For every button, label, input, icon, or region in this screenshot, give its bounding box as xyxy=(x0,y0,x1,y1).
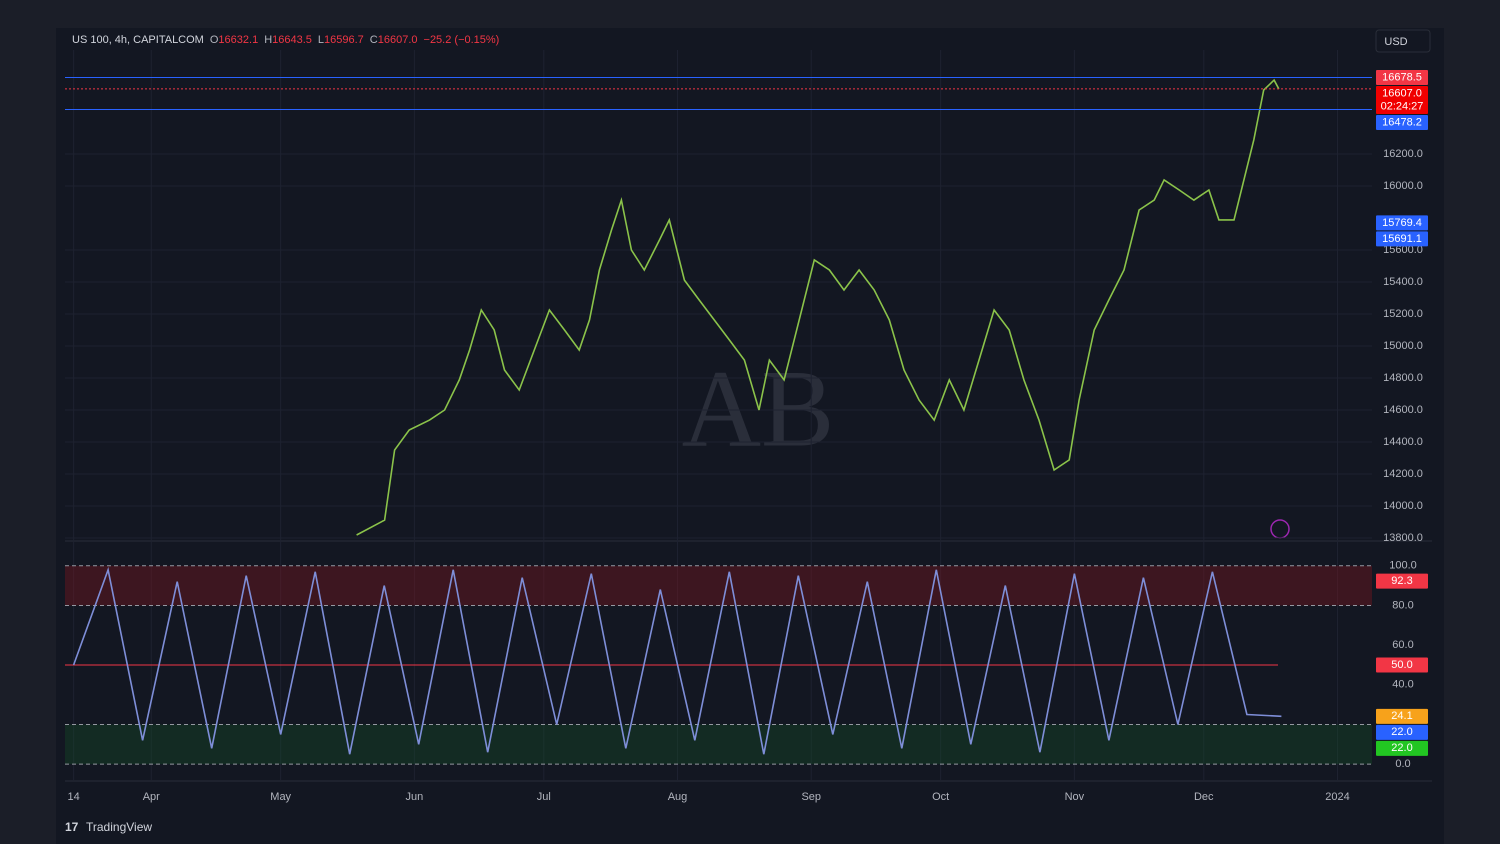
y-tick-label: 13800.0 xyxy=(1383,532,1423,544)
change: −25.2 (−0.15%) xyxy=(424,34,500,46)
y-tick-label: 14600.0 xyxy=(1383,404,1423,416)
series-line xyxy=(72,566,1282,755)
ohlc-label: L xyxy=(318,34,324,46)
y-tick-label: 14400.0 xyxy=(1383,436,1423,448)
y-tick-label: 16200.0 xyxy=(1383,148,1423,160)
price-label: 15769.4 xyxy=(1382,217,1422,229)
x-tick-label: 14 xyxy=(68,791,80,803)
ohlc-value: 16607.0 xyxy=(378,34,418,46)
y-tick-label: 15000.0 xyxy=(1383,340,1423,352)
price-label-box xyxy=(1376,114,1428,130)
zone-band xyxy=(65,724,1372,765)
branding-logo: 17 xyxy=(65,820,79,834)
price-label: 16478.2 xyxy=(1382,116,1422,128)
y-tick-label: 15600.0 xyxy=(1383,244,1423,256)
price-label-box xyxy=(1376,215,1428,231)
zone-band xyxy=(65,565,1372,606)
ohlc-value: 16643.5 xyxy=(272,34,312,46)
chart-background xyxy=(56,28,1444,844)
y-tick-label: 60.0 xyxy=(1392,639,1413,651)
y-tick-label: 14800.0 xyxy=(1383,372,1423,384)
y-tick-label: 100.0 xyxy=(1389,560,1417,572)
ohlc-label: O xyxy=(210,34,219,46)
price-label-box xyxy=(1376,708,1428,724)
x-tick-label: Sep xyxy=(801,791,821,803)
x-tick-label: Jun xyxy=(406,791,424,803)
y-tick-label: 14000.0 xyxy=(1383,500,1423,512)
price-label: 92.3 xyxy=(1391,575,1412,587)
currency-box[interactable] xyxy=(1375,29,1431,53)
ohlc-label: C xyxy=(370,34,378,46)
price-label-box xyxy=(1376,740,1428,756)
y-tick-label: 14200.0 xyxy=(1383,468,1423,480)
price-label: 15691.1 xyxy=(1382,233,1422,245)
price-label: 16607.0 xyxy=(1382,87,1422,99)
ohlc-value: 16632.1 xyxy=(218,34,258,46)
y-tick-label: 0.0 xyxy=(1395,758,1410,770)
x-tick-label: May xyxy=(270,791,291,803)
symbol: US 100, 4h, CAPITALCOM xyxy=(72,34,204,46)
header: US 100, 4h, CAPITALCOM O16632.1 H16643.5 L1… xyxy=(72,34,499,46)
y-tick-label: 15400.0 xyxy=(1383,276,1423,288)
x-tick-label: Nov xyxy=(1065,791,1085,803)
price-label-box xyxy=(1376,69,1428,85)
countdown: 02:24:27 xyxy=(1381,100,1424,112)
ohlc-label: H xyxy=(264,34,272,46)
x-tick-label: Dec xyxy=(1194,791,1214,803)
price-label: 16678.5 xyxy=(1382,71,1422,83)
price-label: 24.1 xyxy=(1391,710,1412,722)
x-tick-label: 2024 xyxy=(1325,791,1349,803)
x-tick-label: Apr xyxy=(143,791,160,803)
branding: TradingView xyxy=(86,820,152,834)
price-label-box xyxy=(1376,724,1428,740)
ohlc-value: 16596.7 xyxy=(324,34,364,46)
x-tick-label: Oct xyxy=(932,791,949,803)
price-label-box xyxy=(1376,573,1428,589)
price-label-box xyxy=(1376,231,1428,247)
price-label-box xyxy=(1376,85,1428,114)
currency: USD xyxy=(1384,36,1407,48)
x-tick-label: Aug xyxy=(668,791,688,803)
y-tick-label: 15200.0 xyxy=(1383,308,1423,320)
x-tick-label: Jul xyxy=(537,791,551,803)
y-tick-label: 16000.0 xyxy=(1383,180,1423,192)
price-label: 22.0 xyxy=(1391,726,1412,738)
y-tick-label: 40.0 xyxy=(1392,679,1413,691)
price-label: 22.0 xyxy=(1391,742,1412,754)
price-label-box xyxy=(1376,657,1428,673)
series-line xyxy=(356,78,1280,536)
y-tick-label: 80.0 xyxy=(1392,599,1413,611)
price-label: 50.0 xyxy=(1391,659,1412,671)
